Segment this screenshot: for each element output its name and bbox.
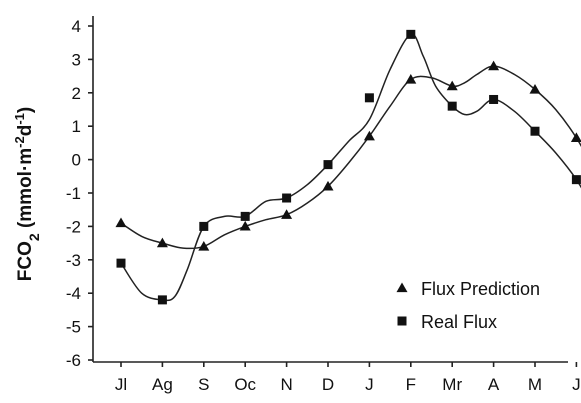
y-tick-label: -4 (66, 284, 81, 303)
data-point-triangle (281, 209, 293, 219)
data-point-square (447, 101, 457, 111)
data-point-square (571, 175, 581, 185)
y-axis-label-sub: 2 (26, 233, 42, 241)
y-tick-label: -2 (66, 217, 81, 236)
y-ticks: 4 3 2 1 0 -1 -2 -3 -4 -5 -6 (66, 17, 93, 370)
series-line-square (120, 33, 581, 302)
x-tick-label: Jl (115, 375, 127, 394)
x-tick-label: Oc (234, 375, 256, 394)
data-point-square (364, 93, 374, 103)
x-tick-label: F (406, 375, 416, 394)
y-tick-label: 3 (72, 50, 81, 69)
y-axis-label-exp1: -2 (12, 136, 27, 148)
y-axis-label-mid: d (15, 125, 36, 137)
data-point-square (240, 211, 250, 221)
series-triangle (115, 60, 581, 251)
legend-marker-square (397, 316, 407, 326)
x-tick-label: Mr (442, 375, 462, 394)
data-point-triangle (488, 60, 500, 71)
legend-marker-triangle (396, 282, 408, 293)
data-point-triangle (405, 73, 417, 84)
data-point-square (282, 193, 292, 203)
y-tick-label: 1 (72, 117, 81, 136)
axes (92, 16, 568, 363)
data-point-square (199, 221, 209, 231)
x-tick-label: J (572, 375, 581, 394)
legend-label: Real Flux (421, 312, 497, 332)
y-axis-label: FCO2 (mmol·m-2d-1) (12, 107, 43, 281)
data-point-square (323, 160, 333, 170)
data-point-triangle (239, 220, 251, 231)
data-point-square (489, 94, 499, 104)
x-tick-label: M (528, 375, 542, 394)
data-point-square (157, 295, 167, 305)
legend-label: Flux Prediction (421, 279, 540, 299)
data-point-triangle (570, 132, 581, 143)
series-square (116, 29, 581, 305)
y-axis-label-base: FCO (15, 241, 36, 281)
y-tick-label: -5 (66, 318, 81, 337)
series-group (115, 29, 581, 305)
legend: Flux Prediction Real Flux (396, 279, 540, 332)
x-tick-label: A (488, 375, 500, 394)
data-point-triangle (115, 217, 127, 228)
data-point-triangle (156, 237, 168, 248)
x-tick-label: D (322, 375, 334, 394)
data-point-square (116, 258, 126, 268)
x-ticks: Jl Ag S Oc N D J F Mr A M J (115, 362, 581, 394)
data-point-triangle (446, 80, 458, 91)
data-point-triangle (363, 130, 375, 141)
series-line-triangle (120, 65, 581, 250)
y-tick-label: 2 (72, 84, 81, 103)
y-tick-label: -6 (66, 351, 81, 370)
y-axis-label-exp2: -1 (12, 113, 27, 125)
data-point-square (406, 29, 416, 39)
data-point-triangle (322, 180, 334, 191)
data-point-triangle (198, 240, 210, 251)
x-tick-label: J (365, 375, 374, 394)
y-tick-label: -1 (66, 184, 81, 203)
y-tick-label: -3 (66, 251, 81, 270)
x-tick-label: N (280, 375, 292, 394)
x-tick-label: S (198, 375, 209, 394)
x-tick-label: Ag (152, 375, 173, 394)
y-axis-label-open: (mmol·m (15, 148, 36, 234)
y-tick-label: 0 (72, 151, 81, 170)
data-point-triangle (529, 83, 541, 94)
data-point-square (530, 126, 540, 136)
y-axis-label-close: ) (15, 107, 36, 113)
y-tick-label: 4 (72, 17, 81, 36)
